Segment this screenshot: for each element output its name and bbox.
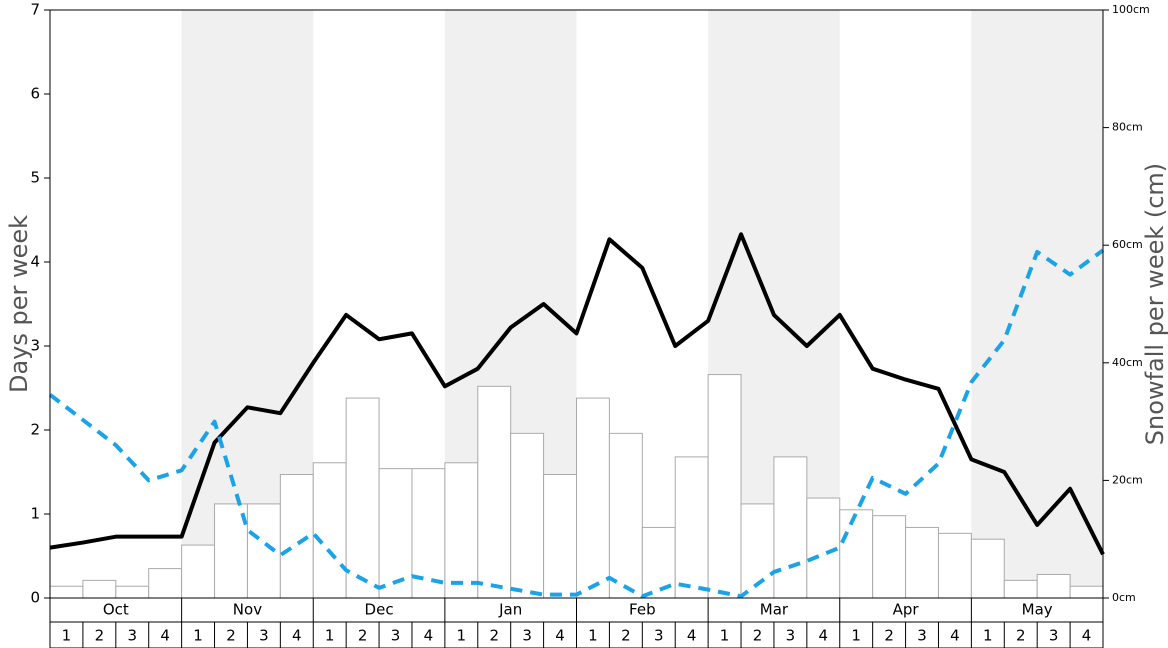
- x-tick-label: 4: [292, 627, 302, 645]
- bar: [937, 532, 972, 599]
- x-tick-label: 4: [1082, 627, 1092, 645]
- x-tick-label: 2: [621, 627, 631, 645]
- x-tick-label: 4: [160, 627, 170, 645]
- y2-tick-label: 80cm: [1112, 121, 1143, 134]
- bar: [905, 526, 939, 599]
- bar: [872, 515, 907, 599]
- x-tick-label: 2: [753, 627, 763, 645]
- bar: [576, 397, 610, 599]
- y-tick-label: 4: [30, 253, 40, 271]
- x-tick-label: 4: [687, 627, 697, 645]
- y-tick-label: 1: [30, 505, 40, 523]
- x-tick-label: 3: [391, 627, 401, 645]
- bar: [279, 474, 314, 599]
- x-tick-label: 2: [358, 627, 368, 645]
- x-tick-label: 4: [950, 627, 960, 645]
- month-label: Feb: [629, 601, 656, 619]
- bar: [608, 432, 643, 599]
- x-tick-label: 1: [62, 627, 72, 645]
- bar: [1069, 585, 1104, 599]
- bar: [148, 568, 183, 599]
- x-tick-label: 3: [522, 627, 532, 645]
- x-tick-label: 1: [983, 627, 993, 645]
- bar: [115, 585, 150, 599]
- bar: [1003, 579, 1038, 599]
- y-tick-label: 3: [30, 337, 40, 355]
- bar: [1036, 573, 1071, 599]
- month-band: [971, 10, 1103, 598]
- x-tick-label: 1: [325, 627, 335, 645]
- y-axis-label: Days per week: [5, 215, 33, 393]
- y2-axis-label: Snowfall per week (cm): [1141, 163, 1168, 445]
- bar: [345, 397, 380, 599]
- x-tick-label: 2: [1016, 627, 1026, 645]
- x-tick-label: 1: [193, 627, 203, 645]
- bar: [477, 385, 512, 599]
- bar: [49, 585, 84, 599]
- bar: [773, 456, 808, 599]
- x-tick-label: 2: [95, 627, 105, 645]
- x-tick-label: 1: [851, 627, 861, 645]
- bar: [312, 462, 347, 599]
- line: [48, 248, 1105, 599]
- month-label: Nov: [233, 601, 262, 619]
- x-tick-label: 2: [884, 627, 894, 645]
- x-tick-label: 3: [127, 627, 137, 645]
- month-label: Mar: [760, 601, 789, 619]
- month-label: Jan: [498, 601, 522, 619]
- x-tick-label: 4: [555, 627, 565, 645]
- x-tick-label: 4: [819, 627, 829, 645]
- y-tick-label: 7: [30, 1, 40, 19]
- bar: [674, 456, 709, 599]
- bar: [707, 374, 742, 599]
- x-tick-label: 1: [588, 627, 598, 645]
- y2-tick-label: 60cm: [1112, 238, 1143, 251]
- line: [49, 232, 1105, 556]
- bar: [839, 509, 874, 599]
- x-tick-label: 3: [786, 627, 796, 645]
- y2-tick-label: 40cm: [1112, 356, 1143, 369]
- y2-tick-label: 20cm: [1112, 473, 1143, 486]
- bar: [214, 503, 248, 599]
- bar: [543, 474, 577, 599]
- y2-tick-label: 100cm: [1112, 3, 1150, 16]
- y-tick-label: 0: [30, 589, 40, 607]
- month-label: Apr: [893, 601, 920, 619]
- x-tick-label: 4: [424, 627, 434, 645]
- x-tick-label: 3: [259, 627, 269, 645]
- bar: [510, 432, 545, 599]
- bar: [82, 579, 117, 599]
- y-tick-label: 5: [30, 169, 40, 187]
- bar: [970, 538, 1005, 599]
- x-tick-label: 1: [457, 627, 467, 645]
- month-label: May: [1022, 601, 1053, 619]
- bar: [378, 468, 413, 599]
- month-label: Oct: [103, 601, 129, 619]
- bar: [181, 544, 216, 599]
- y-tick-label: 6: [30, 85, 40, 103]
- x-tick-label: 3: [917, 627, 927, 645]
- x-tick-label: 2: [489, 627, 499, 645]
- bar: [246, 503, 281, 599]
- bar: [444, 462, 479, 599]
- y-tick-label: 2: [30, 421, 40, 439]
- x-tick-label: 1: [720, 627, 730, 645]
- y2-tick-label: 0cm: [1112, 591, 1136, 604]
- x-tick-label: 3: [654, 627, 664, 645]
- x-tick-label: 2: [226, 627, 236, 645]
- x-tick-label: 3: [1049, 627, 1059, 645]
- month-label: Dec: [365, 601, 394, 619]
